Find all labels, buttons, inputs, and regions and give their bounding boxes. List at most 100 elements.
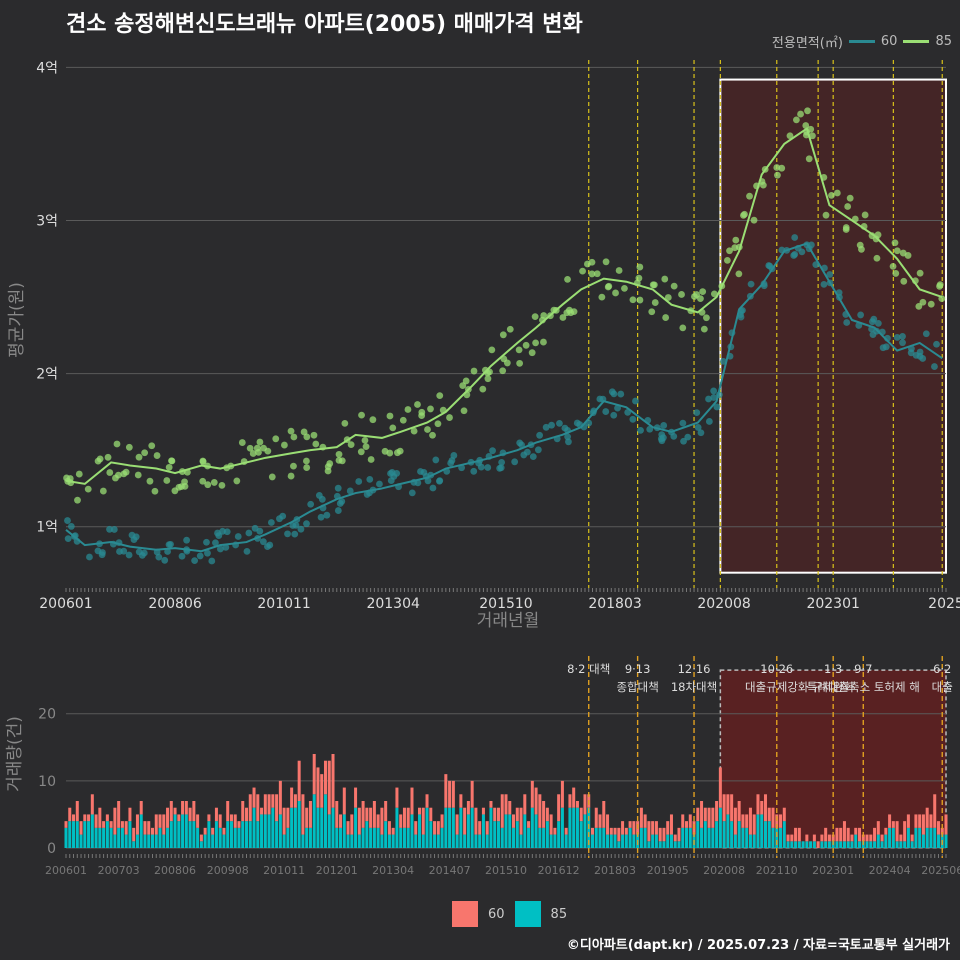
bar-segment-60 [756, 794, 760, 815]
bar-segment-60 [365, 807, 369, 822]
data-point-85 [649, 281, 657, 289]
bar-segment-60 [271, 794, 275, 808]
bar-segment-60 [820, 834, 824, 842]
data-point-85 [809, 132, 816, 140]
bar-segment-85 [557, 821, 561, 848]
bar-segment-85 [534, 814, 538, 848]
bar-segment-85 [921, 834, 925, 848]
policy-annotation-name: 특례대출축소 토허제 해 [807, 680, 920, 694]
bar-x-tick-label: 200908 [207, 864, 249, 877]
data-point-60 [64, 535, 72, 543]
data-point-60 [165, 541, 173, 549]
data-point-85 [522, 341, 530, 349]
bar-segment-60 [786, 834, 790, 842]
bar-segment-60 [602, 801, 606, 828]
bar-segment-85 [515, 821, 519, 848]
data-point-85 [499, 331, 507, 339]
data-point-60 [346, 487, 354, 495]
bar-segment-85 [109, 827, 113, 848]
bar-segment-85 [899, 841, 903, 848]
bar-legend-swatch-85 [514, 901, 541, 927]
data-point-85 [367, 456, 375, 463]
bar-segment-60 [572, 787, 576, 808]
data-point-60 [234, 533, 242, 540]
bar-segment-85 [508, 814, 512, 848]
bar-segment-60 [252, 787, 256, 808]
bar-segment-60 [361, 801, 365, 828]
bar-segment-60 [391, 827, 395, 835]
bar-segment-85 [320, 807, 324, 848]
data-point-60 [899, 339, 906, 347]
bar-segment-85 [380, 834, 384, 848]
data-point-85 [418, 412, 426, 420]
bar-segment-85 [290, 807, 294, 848]
bar-segment-60 [94, 814, 98, 828]
bar-segment-85 [489, 807, 493, 848]
bar-segment-85 [248, 821, 252, 848]
bar-segment-85 [673, 841, 677, 848]
bar-segment-85 [658, 841, 662, 848]
bar-segment-85 [790, 841, 794, 848]
bar-segment-85 [459, 807, 463, 848]
bar-segment-60 [839, 827, 843, 842]
bar-segment-85 [797, 841, 801, 848]
data-point-85 [559, 314, 567, 321]
bar-segment-60 [357, 807, 361, 835]
bar-segment-60 [662, 827, 666, 842]
bar-segment-60 [199, 834, 203, 842]
bar-segment-60 [869, 834, 873, 842]
data-point-85 [115, 471, 122, 479]
bar-segment-60 [933, 794, 937, 828]
bar-x-tick-label: 201803 [594, 864, 636, 877]
bar-segment-85 [203, 834, 207, 848]
bar-segment-60 [79, 821, 83, 835]
bar-segment-60 [399, 814, 403, 828]
policy-annotation-date: 6·2 [933, 662, 951, 676]
data-point-85 [741, 210, 748, 218]
bar-segment-85 [575, 807, 579, 848]
bar-segment-60 [816, 841, 820, 848]
bar-segment-85 [685, 827, 689, 848]
bar-segment-85 [809, 841, 813, 848]
data-point-85 [410, 427, 418, 435]
bar-segment-60 [448, 780, 452, 808]
bar-segment-85 [880, 841, 884, 848]
policy-annotation-date: 8·2 대책 [567, 662, 610, 676]
bar-segment-60 [850, 834, 854, 842]
bar-x-tick-label: 201304 [372, 864, 414, 877]
bar-segment-60 [485, 821, 489, 835]
data-point-85 [528, 349, 536, 357]
data-point-85 [287, 472, 295, 480]
bar-segment-60 [643, 814, 647, 828]
data-point-85 [362, 443, 370, 451]
data-point-60 [138, 551, 146, 559]
data-point-60 [408, 489, 416, 497]
data-point-85 [335, 457, 343, 464]
data-point-85 [691, 293, 698, 300]
bar-segment-85 [120, 827, 124, 848]
data-point-60 [212, 539, 219, 547]
bar-segment-85 [903, 841, 907, 848]
bar-segment-85 [824, 841, 828, 848]
bar-segment-60 [496, 807, 500, 822]
bar-segment-85 [162, 834, 166, 848]
bar-segment-85 [463, 834, 467, 848]
bar-segment-60 [583, 794, 587, 815]
data-point-85 [732, 236, 740, 244]
source-footer: ©디아파트(dapt.kr) / 2025.07.23 / 자료=국토교통부 실… [566, 938, 950, 953]
legend-swatch-60 [848, 40, 875, 43]
bar-segment-60 [730, 794, 734, 822]
data-point-85 [347, 441, 355, 449]
data-point-85 [635, 274, 643, 282]
bar-segment-85 [323, 794, 327, 848]
data-point-60 [610, 411, 618, 419]
bar-segment-85 [718, 807, 722, 848]
bar-segment-85 [606, 834, 610, 848]
bar-segment-85 [560, 807, 564, 848]
bar-segment-85 [83, 821, 87, 848]
data-point-60 [710, 394, 718, 401]
bar-segment-60 [177, 814, 181, 822]
bar-segment-60 [323, 760, 327, 795]
bar-segment-60 [632, 821, 636, 835]
data-point-60 [432, 456, 440, 464]
